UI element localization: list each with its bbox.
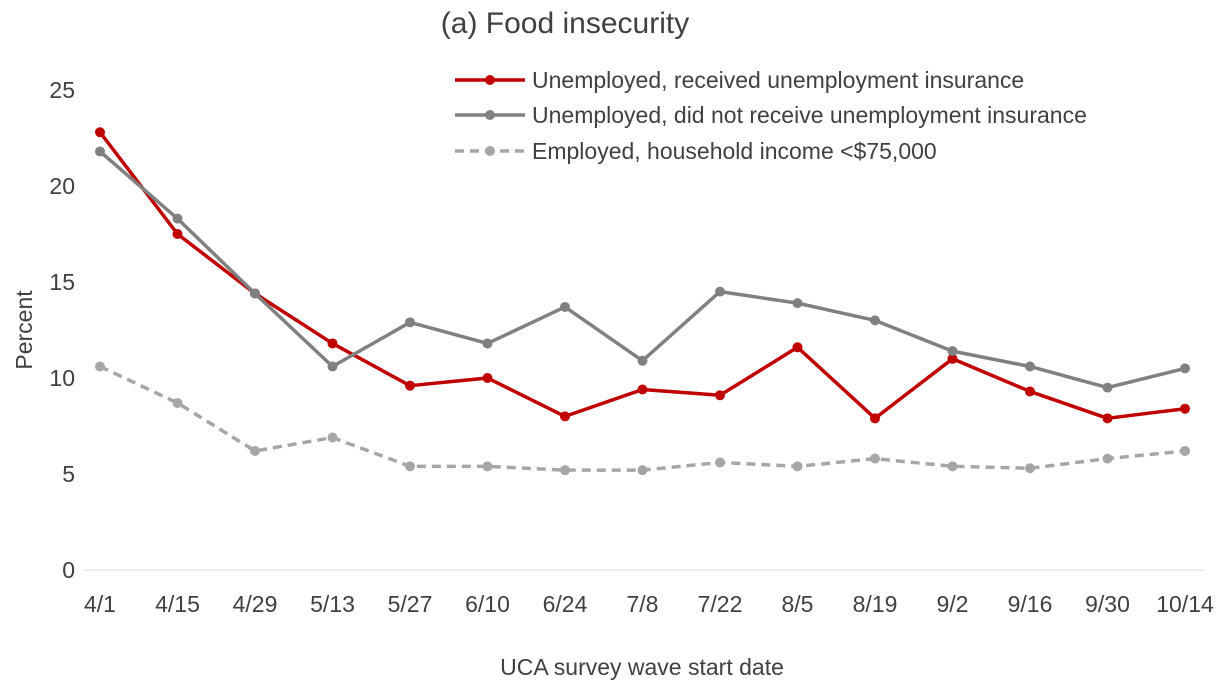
- x-tick-labels: 4/1 4/15 4/29 5/13 5/27 6/10 6/24 7/8 7/22 8/5 8/1…: [84, 591, 1214, 617]
- x-tick-label: 5/13: [310, 591, 355, 617]
- data-point: [327, 432, 338, 443]
- y-axis-label: Percent: [11, 290, 37, 370]
- data-point: [637, 384, 648, 395]
- data-point: [482, 338, 493, 349]
- data-point: [327, 338, 338, 349]
- series-line: [98, 131, 1186, 421]
- data-point: [95, 146, 105, 157]
- legend-marker: [485, 75, 495, 85]
- data-point: [1180, 363, 1190, 374]
- data-point: [947, 346, 958, 357]
- legend: Unemployed, received unemployment insura…: [455, 67, 1087, 164]
- legend-item: Unemployed, did not receive unemployment…: [455, 102, 1087, 128]
- x-tick-label: 4/15: [155, 591, 200, 617]
- x-tick-label: 6/24: [543, 591, 588, 617]
- x-tick-label: 8/5: [782, 591, 814, 617]
- y-tick-label: 0: [62, 557, 75, 583]
- data-point: [560, 301, 570, 312]
- data-point: [715, 286, 725, 297]
- data-point: [1180, 445, 1190, 456]
- data-point: [172, 397, 183, 408]
- data-point: [1180, 403, 1190, 414]
- legend-label: Employed, household income <$75,000: [532, 138, 937, 164]
- y-tick-label: 15: [49, 269, 75, 295]
- data-point: [405, 317, 415, 328]
- data-point: [1102, 382, 1113, 393]
- data-point: [482, 373, 493, 383]
- data-point: [95, 127, 105, 138]
- series-line: [98, 150, 1186, 390]
- y-tick-label: 20: [49, 173, 75, 199]
- data-point: [792, 298, 803, 309]
- series-layer: [95, 127, 1190, 476]
- data-point: [870, 453, 880, 464]
- data-point: [250, 288, 260, 299]
- y-tick-label: 25: [49, 77, 75, 103]
- data-point: [947, 353, 958, 364]
- data-point: [1025, 361, 1035, 372]
- x-tick-label: 4/1: [84, 591, 116, 617]
- legend-marker: [485, 110, 495, 120]
- data-point: [1025, 463, 1035, 474]
- y-tick-label: 10: [49, 365, 75, 391]
- data-point: [792, 342, 803, 353]
- data-point: [870, 413, 880, 424]
- data-point: [95, 361, 105, 372]
- data-point: [715, 390, 725, 401]
- data-point: [482, 461, 493, 472]
- data-point: [947, 461, 958, 472]
- data-point: [1102, 453, 1113, 464]
- data-point: [405, 461, 415, 472]
- data-point: [327, 361, 338, 372]
- series-line: [99, 364, 1186, 472]
- data-point: [637, 465, 648, 476]
- data-point: [172, 213, 183, 224]
- data-point: [172, 229, 183, 239]
- data-point: [405, 380, 415, 391]
- data-point: [792, 461, 803, 472]
- series-2: [95, 146, 1190, 393]
- data-point: [250, 445, 260, 456]
- data-point: [1102, 413, 1113, 424]
- data-point: [637, 355, 648, 366]
- x-tick-label: 9/30: [1085, 591, 1130, 617]
- legend-label: Unemployed, did not receive unemployment…: [532, 102, 1087, 128]
- y-tick-labels: 0 5 10 15 20 25: [49, 77, 75, 583]
- series-1: [95, 127, 1190, 424]
- series-3: [95, 361, 1190, 476]
- legend-marker: [485, 146, 495, 156]
- x-tick-label: 9/16: [1008, 591, 1053, 617]
- x-tick-label: 7/22: [698, 591, 743, 617]
- x-tick-label: 6/10: [465, 591, 510, 617]
- x-tick-label: 9/2: [937, 591, 969, 617]
- x-axis-label: UCA survey wave start date: [500, 654, 784, 680]
- data-point: [1025, 386, 1035, 397]
- x-tick-label: 5/27: [388, 591, 433, 617]
- legend-item: Employed, household income <$75,000: [455, 138, 937, 164]
- legend-item: Unemployed, received unemployment insura…: [455, 67, 1024, 93]
- x-tick-label: 8/19: [853, 591, 898, 617]
- data-point: [560, 411, 570, 422]
- data-point: [870, 315, 880, 326]
- x-tick-label: 4/29: [233, 591, 278, 617]
- data-point: [560, 465, 570, 476]
- x-tick-label: 7/8: [627, 591, 659, 617]
- chart-title: (a) Food insecurity: [441, 7, 689, 40]
- data-point: [715, 457, 725, 468]
- x-tick-label: 10/14: [1156, 591, 1214, 617]
- legend-label: Unemployed, received unemployment insura…: [532, 67, 1024, 93]
- y-tick-label: 5: [62, 461, 75, 487]
